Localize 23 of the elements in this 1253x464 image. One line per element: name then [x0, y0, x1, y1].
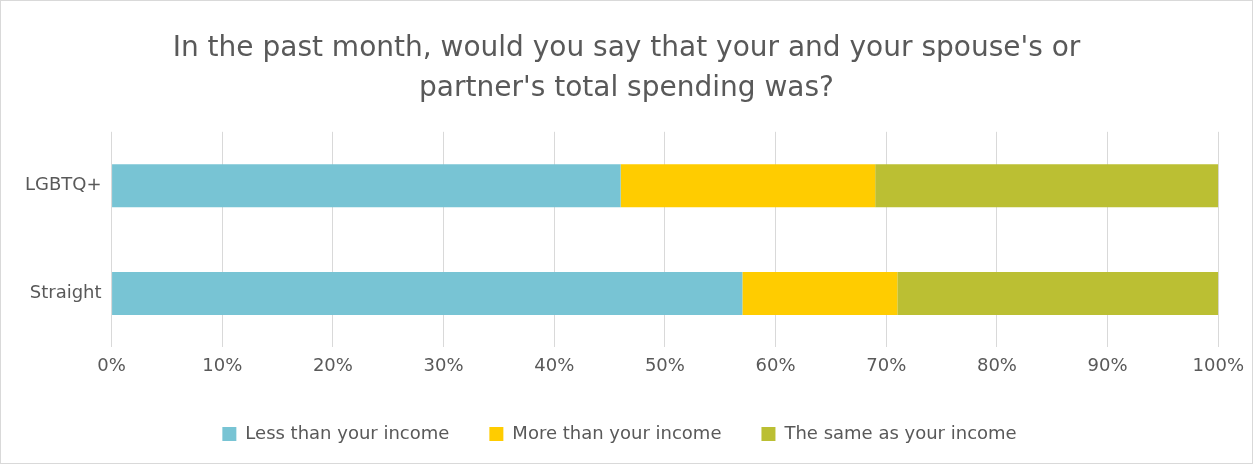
bar [620, 164, 876, 208]
x-tick-label: 90% [1087, 353, 1128, 375]
y-tick-label: LGBTQ+ [24, 173, 102, 195]
x-tick-label: 50% [644, 353, 685, 375]
bar [897, 271, 1219, 316]
x-tick-label: 40% [534, 353, 575, 375]
legend-label: The same as your income [783, 421, 1017, 443]
x-tick-label: 30% [423, 353, 464, 375]
bar [875, 164, 1219, 208]
x-tick-label: 10% [202, 353, 243, 375]
legend-label: Less than your income [245, 421, 450, 443]
x-tick-label: 0% [97, 353, 126, 375]
bar [742, 271, 898, 316]
x-tick-label: 20% [312, 353, 353, 375]
bar [112, 271, 743, 316]
y-tick-label: Straight [29, 281, 102, 303]
x-tick-label: 60% [755, 353, 796, 375]
chart-title: In the past month, would you say that your and your spouse's or partner's total spending was? [171, 29, 1082, 105]
legend-label: More than your income [512, 421, 722, 443]
bar [112, 164, 621, 208]
x-tick-label: 80% [976, 353, 1017, 375]
x-tick-label: 70% [866, 353, 907, 375]
x-tick-label: 100% [1192, 353, 1244, 375]
